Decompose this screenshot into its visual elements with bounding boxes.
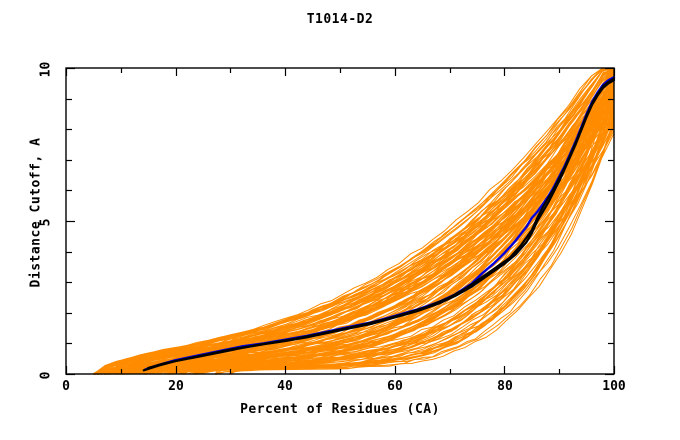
x-tick-label-40: 40 <box>277 379 293 394</box>
x-tick-label-80: 80 <box>497 379 513 394</box>
page-title: T1014-D2 <box>306 12 374 27</box>
x-tick-label-20: 20 <box>168 379 184 394</box>
x-tick-label-100: 100 <box>602 379 626 394</box>
axis-frame <box>65 67 616 376</box>
reference-curves-group <box>142 76 616 372</box>
x-axis-label: Percent of Residues (CA) <box>240 402 440 417</box>
x-tick-label-0: 0 <box>62 379 70 394</box>
x-tick-label-60: 60 <box>387 379 403 394</box>
